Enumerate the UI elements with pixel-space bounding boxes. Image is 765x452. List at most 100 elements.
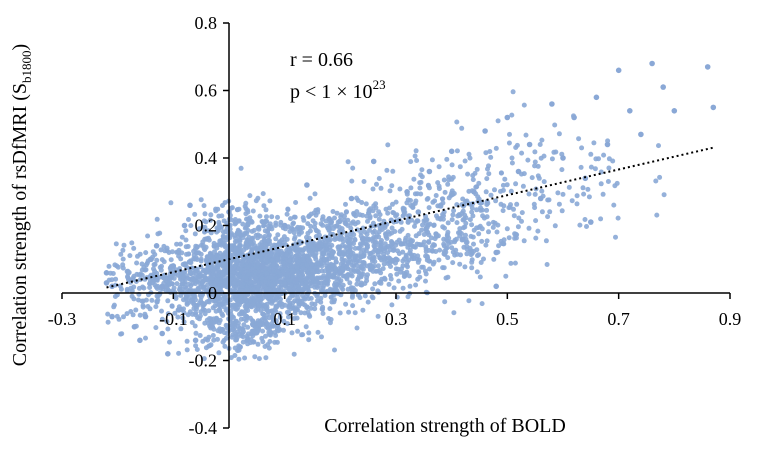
scatter-point <box>265 342 271 348</box>
scatter-point <box>153 304 159 310</box>
scatter-point <box>311 270 316 276</box>
scatter-point <box>320 285 326 291</box>
scatter-point <box>131 245 137 251</box>
scatter-point <box>580 185 586 191</box>
scatter-point <box>121 242 127 248</box>
scatter-point <box>443 246 449 252</box>
scatter-point <box>405 232 411 238</box>
scatter-point <box>241 329 246 335</box>
scatter-point <box>358 263 364 269</box>
scatter-point <box>364 213 370 219</box>
scatter-point <box>546 197 552 203</box>
scatter-point <box>243 200 249 206</box>
scatter-point <box>578 164 584 170</box>
scatter-point <box>470 177 476 183</box>
scatter-point <box>444 156 450 162</box>
scatter-point <box>164 319 170 325</box>
scatter-point <box>358 274 364 280</box>
scatter-point <box>344 272 350 278</box>
scatter-point <box>391 285 397 291</box>
scatter-point <box>317 275 323 281</box>
scatter-point <box>349 220 355 226</box>
scatter-point <box>255 341 261 347</box>
scatter-point <box>486 221 492 227</box>
scatter-point <box>376 216 382 222</box>
scatter-point <box>360 307 366 313</box>
scatter-point <box>222 278 228 284</box>
scatter-point <box>109 313 115 320</box>
scatter-point <box>130 312 136 318</box>
scatter-point <box>400 258 406 264</box>
scatter-point <box>158 247 164 253</box>
scatter-point <box>151 266 156 272</box>
scatter-point <box>319 334 324 340</box>
scatter-point <box>183 273 189 279</box>
scatter-point <box>336 251 342 257</box>
scatter-point <box>233 337 239 343</box>
scatter-point <box>168 257 174 263</box>
scatter-point <box>332 285 338 291</box>
scatter-point <box>509 160 515 166</box>
scatter-point <box>419 227 425 233</box>
scatter-point <box>420 222 425 228</box>
scatter-point <box>404 269 410 275</box>
scatter-point <box>270 317 277 323</box>
scatter-point <box>469 265 475 271</box>
scatter-point <box>181 310 187 316</box>
scatter-point <box>184 338 190 344</box>
scatter-point <box>445 220 451 226</box>
scatter-point <box>523 132 529 138</box>
scatter-point <box>198 258 204 264</box>
scatter-point <box>369 236 375 242</box>
scatter-point <box>326 316 332 321</box>
scatter-point <box>275 214 280 220</box>
scatter-point <box>343 201 348 207</box>
scatter-point <box>367 254 373 260</box>
scatter-point <box>293 200 299 205</box>
scatter-point <box>244 253 249 259</box>
scatter-point <box>349 294 355 300</box>
scatter-point <box>186 300 192 306</box>
scatter-point <box>586 194 592 200</box>
scatter-point <box>249 228 255 234</box>
scatter-point <box>430 199 436 205</box>
scatter-point <box>351 267 357 273</box>
scatter-point <box>326 227 332 233</box>
scatter-point <box>208 212 214 218</box>
scatter-point <box>215 336 220 342</box>
scatter-point <box>193 343 199 349</box>
scatter-point <box>476 231 482 237</box>
scatter-point <box>203 244 209 250</box>
scatter-point <box>519 210 525 216</box>
scatter-point <box>348 225 354 231</box>
scatter-point <box>278 222 284 228</box>
scatter-point <box>302 245 308 251</box>
scatter-point <box>289 225 295 231</box>
scatter-point <box>103 270 110 276</box>
scatter-point <box>133 307 139 313</box>
scatter-point <box>232 263 238 269</box>
scatter-point <box>412 191 418 197</box>
scatter-point <box>371 243 377 249</box>
scatter-point <box>242 230 248 236</box>
scatter-point <box>555 190 561 196</box>
scatter-point <box>291 214 297 220</box>
scatter-point <box>297 226 303 232</box>
scatter-point <box>233 245 239 251</box>
scatter-point <box>194 244 200 250</box>
scatter-point <box>610 158 616 164</box>
scatter-point <box>515 224 521 230</box>
scatter-point <box>325 265 331 271</box>
scatter-point <box>237 247 243 253</box>
scatter-point <box>377 212 383 218</box>
scatter-point <box>451 310 457 316</box>
scatter-point <box>354 325 360 331</box>
scatter-point <box>211 298 217 304</box>
scatter-point <box>315 209 321 215</box>
scatter-point <box>488 154 494 160</box>
scatter-point <box>427 221 433 227</box>
scatter-point <box>389 183 395 189</box>
scatter-point <box>445 181 451 187</box>
scatter-point <box>393 256 399 263</box>
scatter-point <box>405 217 411 223</box>
